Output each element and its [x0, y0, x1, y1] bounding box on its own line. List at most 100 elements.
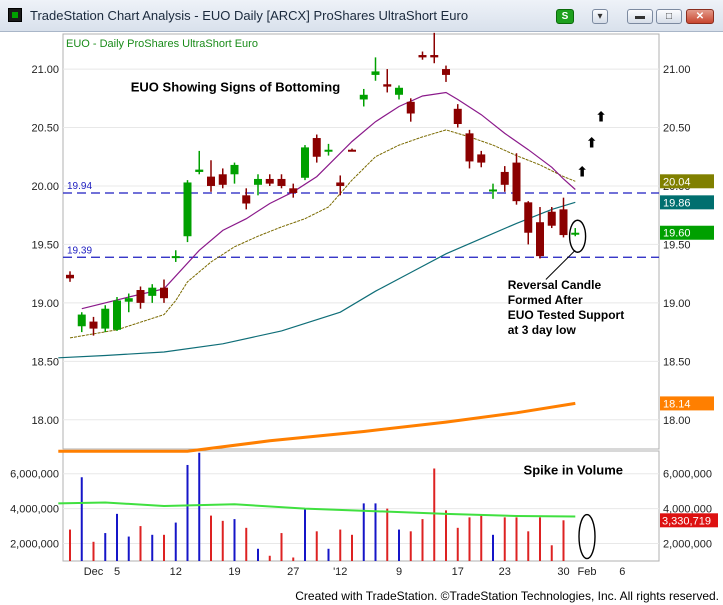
candle-up — [148, 287, 157, 296]
x-axis-label: 23 — [499, 566, 511, 578]
minimize-icon: ▬ — [635, 11, 645, 22]
up-arrow-icon: ⬆ — [576, 165, 588, 181]
price-axis-label-left: 18.00 — [31, 415, 59, 427]
candle-down — [289, 188, 298, 193]
candle-up — [77, 314, 86, 327]
x-axis-label: 17 — [452, 566, 464, 578]
candle-down — [218, 174, 227, 185]
ma-mid-line — [69, 129, 576, 339]
price-axis-label-left: 19.00 — [31, 298, 59, 310]
candle-down — [500, 171, 509, 185]
price-tag-label: 18.14 — [663, 398, 691, 410]
candle-down — [453, 108, 462, 125]
ma-slow-line — [58, 201, 576, 359]
candle-up — [101, 308, 110, 329]
x-axis-label: Feb — [578, 566, 597, 578]
price-axis-label-left: 20.50 — [31, 123, 59, 135]
candle-down — [442, 69, 450, 75]
candle-down — [242, 195, 251, 204]
price-axis-label-left: 18.50 — [31, 356, 59, 368]
x-axis-label: '12 — [333, 566, 347, 578]
x-axis-label: 5 — [114, 566, 120, 578]
reversal-note-line: Formed After — [508, 293, 583, 307]
x-axis-label: 6 — [619, 566, 625, 578]
price-axis-label-right: 19.00 — [663, 298, 691, 310]
x-axis-label: Dec — [84, 566, 104, 578]
price-tag-box — [660, 396, 714, 411]
price-tag-label: 19.86 — [663, 197, 691, 209]
candle-down — [336, 182, 345, 186]
candle-down — [160, 287, 168, 299]
reversal-note-line: EUO Tested Support — [508, 308, 624, 322]
headline-annotation: EUO Showing Signs of Bottoming — [131, 80, 340, 95]
ma-fast-line — [81, 91, 576, 310]
candle-down — [477, 154, 486, 163]
candle-down — [277, 178, 286, 186]
price-axis-label-right: 20.50 — [663, 123, 691, 135]
x-axis-label: 9 — [396, 566, 402, 578]
window-title-bar: TradeStation Chart Analysis - EUO Daily … — [0, 0, 723, 32]
volume-axis-label-right: 4,000,000 — [663, 504, 712, 516]
candle-up — [124, 298, 133, 302]
price-tag-label: 19.60 — [663, 228, 691, 240]
candle-down — [383, 84, 392, 87]
volume-axis-label-right: 6,000,000 — [663, 469, 712, 481]
price-panel — [62, 33, 660, 450]
candle-up — [195, 169, 204, 172]
support-label: 19.94 — [67, 181, 92, 192]
window-title: TradeStation Chart Analysis - EUO Daily … — [30, 8, 469, 23]
minimize-button[interactable]: ▬ — [627, 9, 653, 24]
chart-legend: EUO - Daily ProShares UltraShort Euro — [66, 38, 258, 50]
candle-up — [113, 300, 121, 330]
maximize-button[interactable]: □ — [656, 9, 682, 24]
candle-down — [265, 178, 274, 184]
footer-credit: Created with TradeStation. ©TradeStation… — [295, 589, 719, 603]
support-label: 19.39 — [67, 245, 92, 256]
volume-layer — [58, 452, 659, 561]
close-button[interactable]: ✕ — [686, 9, 714, 24]
volume-annotation: Spike in Volume — [524, 463, 623, 478]
candle-up — [324, 149, 333, 152]
candle-down — [559, 209, 568, 236]
volume-tag-box — [660, 513, 718, 528]
candle-up — [183, 182, 192, 237]
candle-down — [348, 149, 356, 152]
volume-axis-label-left: 6,000,000 — [10, 469, 59, 481]
price-axis-label-left: 20.00 — [31, 181, 59, 193]
candle-up — [489, 189, 497, 192]
candle-up — [571, 232, 580, 235]
candle-down — [512, 162, 521, 202]
annotation-layer: EUO - Daily ProShares UltraShort Euro EUO… — [66, 38, 624, 560]
x-axis-label: 27 — [287, 566, 299, 578]
candle-down — [536, 222, 544, 257]
volume-axis-label-left: 2,000,000 — [10, 539, 59, 551]
axis-layer: 21.0021.0020.5020.5020.0020.0019.5019.50… — [10, 64, 718, 578]
candle-up — [254, 178, 262, 185]
candle-down — [136, 290, 145, 303]
candle-down — [66, 274, 74, 279]
candle-down — [524, 202, 533, 233]
candle-up — [371, 71, 380, 75]
x-axis-label: 19 — [228, 566, 240, 578]
candle-down — [465, 133, 474, 162]
price-axis-label-left: 21.00 — [31, 64, 59, 76]
candle-down — [89, 321, 98, 329]
up-arrow-icon: ⬆ — [586, 135, 598, 151]
app-icon — [8, 8, 22, 22]
price-axis-label-right: 18.50 — [663, 356, 691, 368]
volume-ma-line — [58, 501, 576, 518]
candle-down — [418, 55, 427, 58]
candle-down — [547, 211, 556, 226]
price-tag-box — [660, 195, 714, 210]
symbol-link-button[interactable]: S — [556, 9, 574, 24]
maximize-icon: □ — [665, 11, 673, 22]
close-icon: ✕ — [695, 11, 705, 22]
volume-circle — [578, 513, 596, 560]
volume-axis-label-left: 4,000,000 — [10, 504, 59, 516]
options-dropdown-button[interactable]: ▾ — [592, 9, 608, 24]
price-axis-label-left: 19.50 — [31, 239, 59, 251]
candle-down — [312, 138, 321, 157]
up-arrow-icon: ⬆ — [595, 110, 607, 126]
price-axis-label-right: 21.00 — [663, 64, 691, 76]
